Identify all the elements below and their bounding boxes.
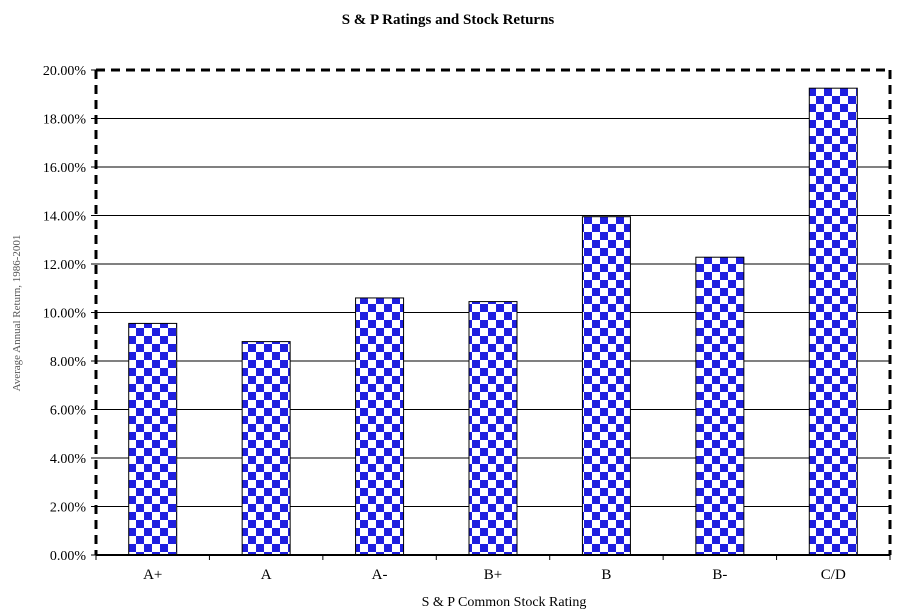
y-tick-label: 14.00% (43, 210, 87, 225)
bar-A- (355, 297, 405, 556)
bar-C/D (808, 87, 858, 556)
bar-A+ (128, 322, 178, 556)
x-tick-label: A+ (143, 567, 162, 583)
x-tick-label: A (261, 567, 272, 583)
axes (91, 68, 892, 560)
bars (128, 87, 858, 556)
y-tick-label: 6.00% (50, 404, 87, 419)
x-tick-label: B- (712, 567, 727, 583)
y-tick-label: 18.00% (43, 113, 87, 128)
y-tick-label: 10.00% (43, 307, 87, 322)
x-tick-label: C/D (821, 567, 846, 583)
bar-A (241, 341, 291, 556)
y-tick-label: 16.00% (43, 161, 87, 176)
x-tick-labels: A+ A A- B+ B B- C/D (143, 567, 846, 583)
chart-title: S & P Ratings and Stock Returns (342, 12, 555, 28)
bar-B+ (468, 301, 518, 556)
y-tick-label: 12.00% (43, 258, 87, 273)
x-tick-label: B+ (484, 567, 502, 583)
bar-B- (695, 256, 745, 556)
bar-B (581, 216, 631, 556)
y-axis-title: Average Annual Return, 1986-2001 (11, 235, 23, 392)
y-tick-label: 0.00% (50, 549, 87, 564)
x-tick-label: B (601, 567, 611, 583)
x-axis-title: S & P Common Stock Rating (422, 595, 587, 610)
y-tick-label: 2.00% (50, 501, 87, 516)
y-tick-label: 4.00% (50, 452, 87, 467)
y-tick-label: 8.00% (50, 355, 87, 370)
x-tick-label: A- (372, 567, 388, 583)
y-tick-label: 20.00% (43, 64, 87, 79)
y-tick-labels: 0.00% 2.00% 4.00% 6.00% 8.00% 10.00% 12.00% 14.… (43, 64, 87, 564)
